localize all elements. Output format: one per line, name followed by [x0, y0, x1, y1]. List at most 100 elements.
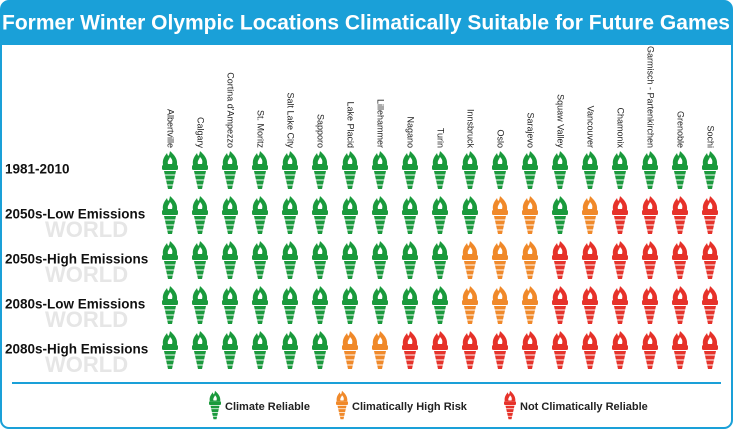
cup [312, 255, 328, 260]
flame-inner [257, 337, 263, 344]
torch-icon [282, 196, 298, 234]
flame-inner [707, 337, 713, 344]
torch-icon [702, 331, 718, 369]
flame-inner [227, 202, 233, 209]
flame-inner [287, 247, 293, 254]
flame-inner [677, 157, 683, 164]
flame-inner [707, 157, 713, 164]
flame-inner [347, 202, 353, 209]
flame-inner [557, 337, 563, 344]
torch-icon [702, 151, 718, 189]
column-label: Sarajevo [526, 112, 536, 148]
torch-icon [402, 241, 418, 279]
cup [582, 345, 598, 350]
torch-icon [282, 151, 298, 189]
column-label: Sapporo [316, 114, 326, 148]
torch-icon [462, 196, 478, 234]
column-label: Nagano [406, 116, 416, 148]
torch-icon [492, 331, 508, 369]
flame-inner [227, 337, 233, 344]
flame-inner [167, 292, 173, 299]
cup [432, 210, 448, 215]
flame-inner [317, 292, 323, 299]
torch-icon [402, 151, 418, 189]
cup [432, 300, 448, 305]
cup [492, 345, 508, 350]
cup [522, 165, 538, 170]
cup [552, 255, 568, 260]
torch-icon [522, 196, 538, 234]
torch-icon [702, 241, 718, 279]
flame-inner [497, 247, 503, 254]
torch-icon [162, 241, 178, 279]
flame-inner [497, 292, 503, 299]
cup [642, 255, 658, 260]
flame-inner [407, 202, 413, 209]
torch-icon [372, 331, 388, 369]
flame-inner [347, 157, 353, 164]
cup [222, 210, 238, 215]
torch-icon [642, 286, 658, 324]
cup [552, 165, 568, 170]
cup [702, 210, 718, 215]
torch-icon [612, 151, 628, 189]
cup [402, 300, 418, 305]
cup [372, 255, 388, 260]
torch-icon [336, 390, 348, 420]
flame-inner [437, 157, 443, 164]
flame-inner [287, 202, 293, 209]
flame-inner [647, 202, 653, 209]
torch-icon [522, 331, 538, 369]
cup [672, 255, 688, 260]
cup [192, 210, 208, 215]
cup [162, 300, 178, 305]
flame-inner [647, 157, 653, 164]
flame-inner [197, 157, 203, 164]
flame-inner [213, 395, 217, 401]
flame-inner [527, 337, 533, 344]
flame-inner [407, 247, 413, 254]
cup [312, 345, 328, 350]
torch-icon [312, 151, 328, 189]
torch-icon [642, 241, 658, 279]
cup [642, 345, 658, 350]
torch-icon [552, 151, 568, 189]
column-label: Vancouver [586, 106, 596, 148]
cup [192, 165, 208, 170]
flame-inner [377, 202, 383, 209]
cup [282, 300, 298, 305]
cup [552, 210, 568, 215]
torch-icon [612, 331, 628, 369]
flame-inner [467, 337, 473, 344]
column-label: Turin [436, 128, 446, 148]
cup [702, 345, 718, 350]
column-label: Garmisch - Partenkirchen [646, 46, 656, 148]
torch-icon [642, 196, 658, 234]
cup [222, 300, 238, 305]
torch-icon [192, 331, 208, 369]
flame-inner [587, 337, 593, 344]
flame-inner [587, 157, 593, 164]
row-label: 2080s-Low Emissions [5, 297, 145, 312]
cup [582, 300, 598, 305]
torch-icon [672, 151, 688, 189]
flame-inner [167, 247, 173, 254]
cup [252, 255, 268, 260]
torch-icon [372, 241, 388, 279]
flame-inner [197, 202, 203, 209]
torch-icon [552, 196, 568, 234]
flame-inner [377, 247, 383, 254]
flame-inner [467, 247, 473, 254]
torch-icon [642, 331, 658, 369]
flame-inner [508, 395, 512, 401]
cup [222, 165, 238, 170]
cup [336, 401, 348, 405]
cup [522, 300, 538, 305]
flame-inner [677, 247, 683, 254]
torch-icon [492, 286, 508, 324]
flame-inner [557, 247, 563, 254]
cup [372, 300, 388, 305]
flame-inner [587, 292, 593, 299]
cup [702, 255, 718, 260]
torch-icon [192, 196, 208, 234]
